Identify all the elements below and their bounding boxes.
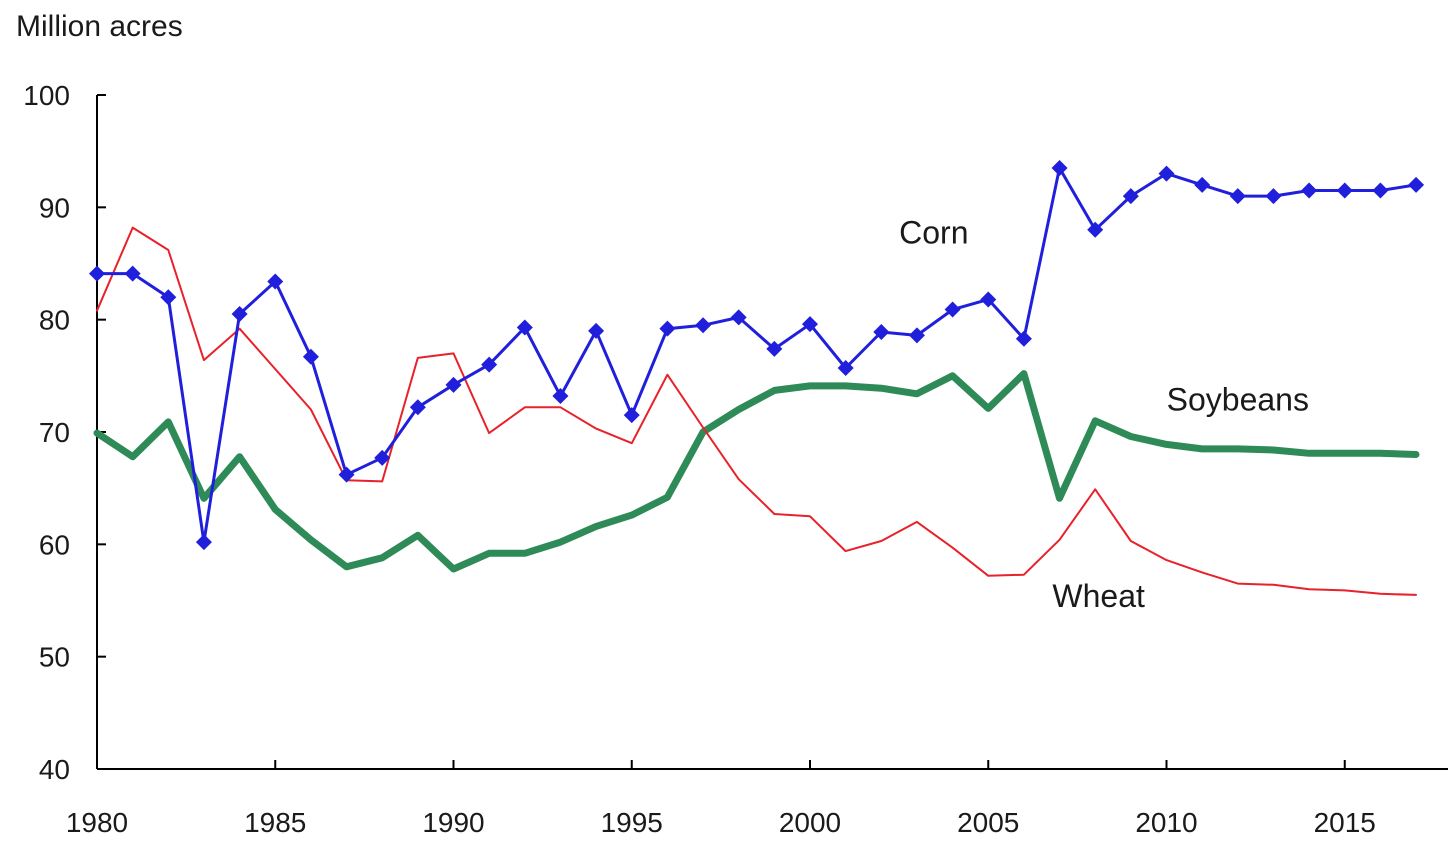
series-line-corn [95,166,1418,544]
corn-data-point [552,388,569,405]
marker-layer [89,160,1425,551]
y-tick-label: 40 [39,754,70,785]
corn-data-point [267,273,284,290]
corn-data-point [1158,165,1175,182]
corn-data-point [1194,176,1211,193]
corn-data-point [195,534,212,551]
x-tick-label: 1995 [601,807,663,838]
corn-data-point [1051,160,1068,177]
y-tick-label: 100 [23,80,70,111]
corn-data-point [1301,182,1318,199]
y-tick-label: 60 [39,529,70,560]
corn-data-point [338,466,355,483]
x-axis-ticks: 1980 1985 1990 1995 2000 2005 2010 2015 [66,760,1376,838]
corn-data-point [908,327,925,344]
y-tick-label: 70 [39,417,70,448]
corn-data-point [1122,188,1139,205]
x-tick-label: 1985 [244,807,306,838]
x-tick-label: 1990 [422,807,484,838]
series-line-soybeans [93,370,1420,573]
corn-data-point [231,306,248,323]
x-tick-label: 2015 [1314,807,1376,838]
corn-data-point [873,324,890,341]
x-tick-label: 2010 [1135,807,1197,838]
corn-data-point [802,316,818,333]
corn-data-point [837,359,854,376]
y-axis-unit-label: Million acres [16,10,183,43]
corn-data-point [588,322,605,339]
y-tick-label: 80 [39,305,70,336]
series-labels: Corn Soybeans Wheat [899,214,1309,614]
corn-data-point [1336,182,1353,199]
y-axis-ticks: 40 50 60 70 80 90 100 [23,80,106,785]
corn-data-point [1372,182,1389,199]
corn-data-point [89,265,105,282]
corn-data-point [1229,188,1246,205]
corn-data-point [695,317,712,334]
series-line-wheat [96,226,1417,596]
y-tick-label: 50 [39,642,70,673]
corn-data-point [659,320,676,337]
corn-data-point [1265,188,1282,205]
series-label-soybeans: Soybeans [1167,382,1309,418]
x-tick-label: 1980 [66,807,128,838]
corn-data-point [481,356,498,373]
x-tick-label: 2005 [957,807,1019,838]
corn-data-point [302,348,319,365]
corn-data-point [766,340,783,357]
corn-data-point [160,289,177,306]
x-tick-label: 2000 [779,807,841,838]
corn-data-point [374,449,391,466]
corn-data-point [124,265,141,282]
corn-data-point [1408,176,1425,193]
corn-data-point [730,309,747,326]
series-label-wheat: Wheat [1052,578,1145,614]
corn-data-point [409,399,426,416]
corn-data-point [1087,221,1104,238]
corn-data-point [1015,330,1032,347]
corn-data-point [445,376,462,393]
corn-data-point [944,301,961,318]
corn-data-point [516,319,533,336]
y-tick-label: 90 [39,192,70,223]
corn-data-point [980,291,997,308]
series-label-corn: Corn [899,214,968,250]
corn-data-point [623,407,640,424]
